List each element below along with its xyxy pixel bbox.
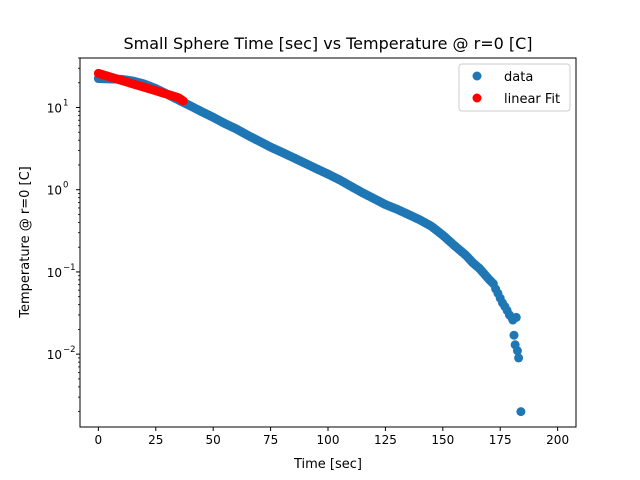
data-point-data <box>511 312 521 322</box>
x-tick-label: 100 <box>317 433 340 447</box>
x-tick-label: 25 <box>148 433 163 447</box>
plot-marks <box>93 68 526 417</box>
legend-marker-linear-fit <box>472 93 482 103</box>
legend-marker-data <box>472 71 482 81</box>
data-point-data <box>514 353 524 363</box>
x-tick-label: 75 <box>263 433 278 447</box>
y-tick-label: 10 <box>47 266 62 280</box>
data-point-data <box>516 407 526 417</box>
x-tick-label: 150 <box>431 433 454 447</box>
plot-frame <box>79 57 577 428</box>
legend-label-data: data <box>504 70 533 85</box>
x-tick-label: 125 <box>374 433 397 447</box>
y-tick-exponent: −1 <box>63 263 76 273</box>
legend-label-linear-fit: linear Fit <box>504 92 560 107</box>
x-tick-label: 50 <box>206 433 221 447</box>
x-axis-ticks: 0 25 50 75 100 125 150 175 200 <box>95 427 569 447</box>
legend: data linear Fit <box>458 63 571 112</box>
x-axis-label: Time [sec] <box>293 457 362 472</box>
x-tick-label: 0 <box>95 433 103 447</box>
y-tick-exponent: −2 <box>63 345 76 355</box>
y-axis-label: Temperature @ r=0 [C] <box>18 166 33 318</box>
x-tick-label: 175 <box>489 433 512 447</box>
legend-frame <box>458 63 571 112</box>
chart-title: Small Sphere Time [sec] vs Temperature @… <box>123 34 532 53</box>
x-tick-label: 200 <box>546 433 569 447</box>
y-tick-label: 10 <box>47 101 62 115</box>
data-point-data <box>509 330 519 340</box>
data-point-data <box>512 346 522 356</box>
y-tick-exponent: 1 <box>63 98 68 108</box>
data-point-linear-fit <box>178 96 188 106</box>
y-tick-label: 10 <box>47 348 62 362</box>
y-tick-label: 10 <box>47 184 62 198</box>
y-tick-exponent: 0 <box>63 181 68 191</box>
